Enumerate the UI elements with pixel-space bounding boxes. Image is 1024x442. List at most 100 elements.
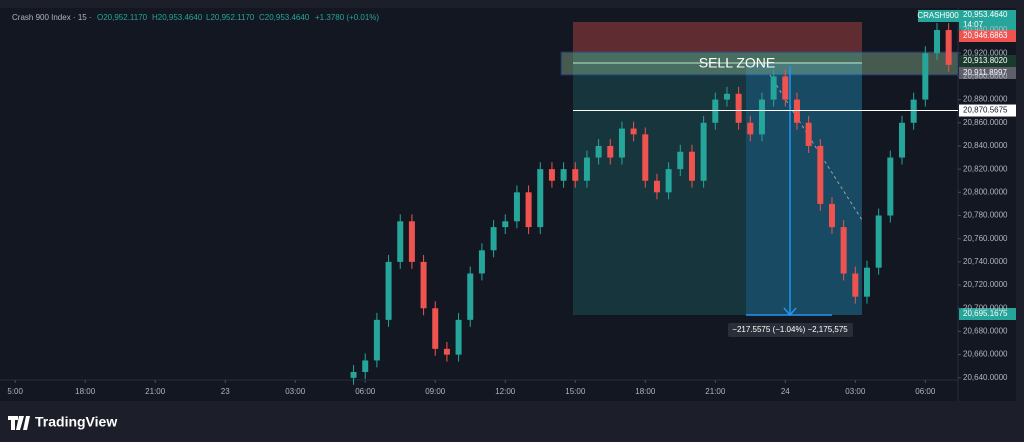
candle-body: [875, 215, 882, 268]
candle-body: [385, 261, 392, 320]
entry-tag: 20,913.8020: [963, 56, 1008, 65]
candle-body: [653, 180, 660, 193]
stop-zone: [573, 22, 862, 52]
current-tag: 20,911.8997: [963, 68, 1007, 77]
candle-body: [770, 76, 777, 100]
candle-body: [700, 122, 707, 181]
ohlc-open: O20,952.1170: [97, 13, 148, 22]
candle-body: [922, 53, 929, 100]
x-tick-label: 06:00: [915, 387, 936, 396]
y-tick-label: 20,820.0000: [963, 164, 1008, 173]
candle-body: [828, 203, 835, 228]
zone-label: SELL ZONE: [699, 55, 776, 71]
candle-body: [537, 169, 544, 228]
candle-body: [712, 99, 719, 123]
x-tick-label: 06:00: [355, 387, 376, 396]
price-tags: CRASH900 20,953.4640 14:07 20,946.6863 2…: [917, 10, 1016, 320]
candle-body: [747, 122, 754, 135]
y-tick-label: 20,840.0000: [963, 141, 1008, 150]
y-tick-label: 20,720.0000: [963, 280, 1008, 289]
y-tick-label: 20,680.0000: [963, 327, 1008, 336]
trend-line: [769, 74, 863, 221]
candle-body: [560, 169, 567, 181]
candle-body: [852, 273, 859, 297]
x-tick-label: 21:00: [145, 387, 166, 396]
candle-body: [572, 169, 579, 181]
symbol: Crash 900 Index · 15 ·: [12, 13, 92, 22]
candle-body: [630, 128, 637, 135]
logo: [8, 416, 30, 430]
y-tick-label: 20,900.0000: [963, 72, 1008, 81]
y-tick-label: 20,660.0000: [963, 350, 1008, 359]
candle-body: [887, 157, 894, 216]
candle-body: [373, 319, 380, 361]
candle-body: [443, 348, 450, 355]
candle-body: [817, 145, 824, 204]
x-tick-label: 03:00: [845, 387, 866, 396]
candle-body: [607, 145, 614, 158]
x-tick-label: 12:00: [495, 387, 516, 396]
candle-body: [723, 93, 730, 100]
candle-body: [432, 308, 439, 349]
position-tool: [560, 22, 959, 315]
ohlc-close: C20,953.4640: [259, 13, 310, 22]
y-tick-label: 20,880.0000: [963, 95, 1008, 104]
candle-body: [782, 76, 789, 100]
footer: TradingView: [8, 414, 117, 430]
candle-body: [793, 99, 800, 123]
tag-bg: [959, 10, 1016, 30]
candle-body: [525, 192, 532, 228]
overlay: SELL ZONE −217.5575 (−1.04%) −2,175,575: [699, 55, 853, 337]
level-tag: 20,870.5675: [963, 106, 1008, 115]
candle-body: [688, 151, 695, 181]
candle-body: [548, 169, 555, 181]
candle-body: [362, 360, 369, 373]
candle-body: [805, 122, 812, 146]
candle-body: [502, 221, 509, 228]
candle-body: [735, 93, 742, 123]
candle-body: [945, 30, 952, 65]
y-tick-label: 20,940.0000: [963, 25, 1008, 34]
candle-body: [583, 157, 590, 181]
candle-body: [513, 192, 520, 222]
candle-body: [408, 221, 415, 262]
candle-body: [350, 372, 357, 378]
target-zone: [573, 52, 862, 315]
candle-body: [397, 221, 404, 262]
candle-body: [840, 227, 847, 274]
candle-body: [618, 128, 625, 158]
x-tick-label: 15:00: [565, 387, 586, 396]
candle-body: [758, 99, 765, 135]
candle-body: [467, 273, 474, 320]
x-tick-label: 09:00: [425, 387, 446, 396]
candle-body: [677, 151, 684, 170]
y-tick-label: 20,780.0000: [963, 211, 1008, 220]
y-tick-label: 20,740.0000: [963, 257, 1008, 266]
x-tick-label: 18:00: [635, 387, 656, 396]
measure-label-box: [728, 323, 853, 337]
x-tick-label: 5:00: [7, 387, 23, 396]
header: Crash 900 Index · 15 · O20,952.1170 H20,…: [12, 13, 379, 22]
y-tick-label: 20,920.0000: [963, 48, 1008, 57]
x-tick-label: 21:00: [705, 387, 726, 396]
candle-body: [420, 261, 427, 309]
candle-body: [642, 134, 649, 181]
symbol-tag: CRASH900: [917, 11, 959, 20]
level-tag-bg: [959, 104, 1016, 117]
tag-bg: [959, 55, 1016, 67]
tag-bg: [959, 308, 1016, 320]
candle-body: [455, 319, 462, 355]
tag-bg: [959, 30, 1016, 42]
stop-tag: 20,946.6863: [963, 31, 1008, 40]
candle-body: [933, 30, 940, 54]
y-tick-label: 20,640.0000: [963, 373, 1008, 382]
measure-label: −217.5575 (−1.04%) −2,175,575: [732, 325, 848, 334]
ohlc-low: L20,952.1170: [206, 13, 255, 22]
brand: TradingView: [35, 414, 117, 430]
y-tick-label: 20,760.0000: [963, 234, 1008, 243]
tag-bg: [918, 10, 959, 22]
tag-bg: [959, 67, 1016, 79]
candle-body: [898, 122, 905, 158]
countdown-tag: 14:07: [963, 20, 984, 29]
